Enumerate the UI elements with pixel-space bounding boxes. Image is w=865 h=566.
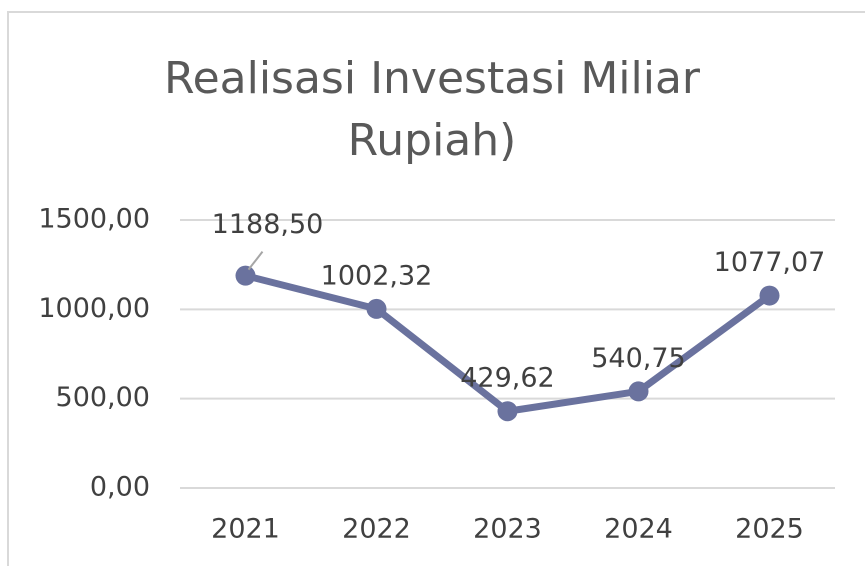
y-tick-label: 1000,00 (38, 293, 150, 324)
data-label: 429,62 (460, 363, 554, 394)
point (759, 285, 780, 306)
x-tick-label: 2022 (342, 514, 411, 545)
y-tick-label: 0,00 (90, 472, 150, 503)
point (235, 265, 256, 286)
data-label: 1077,07 (714, 247, 826, 278)
y-tick-label: 1500,00 (38, 204, 150, 235)
point (497, 401, 518, 422)
x-tick-label: 2024 (604, 514, 673, 545)
data-label: 1002,32 (321, 260, 433, 291)
point (628, 381, 649, 402)
y-tick-label: 500,00 (56, 382, 150, 413)
leader-line (247, 251, 264, 271)
chart-frame (7, 11, 865, 566)
x-tick-label: 2023 (473, 514, 542, 545)
x-tick-label: 2021 (211, 514, 280, 545)
point (366, 298, 387, 319)
data-label: 540,75 (591, 343, 685, 374)
chart-title: Realisasi Investasi Miliar Rupiah) (163, 53, 701, 166)
x-tick-label: 2025 (735, 514, 804, 545)
data-label: 1188,50 (212, 209, 324, 240)
